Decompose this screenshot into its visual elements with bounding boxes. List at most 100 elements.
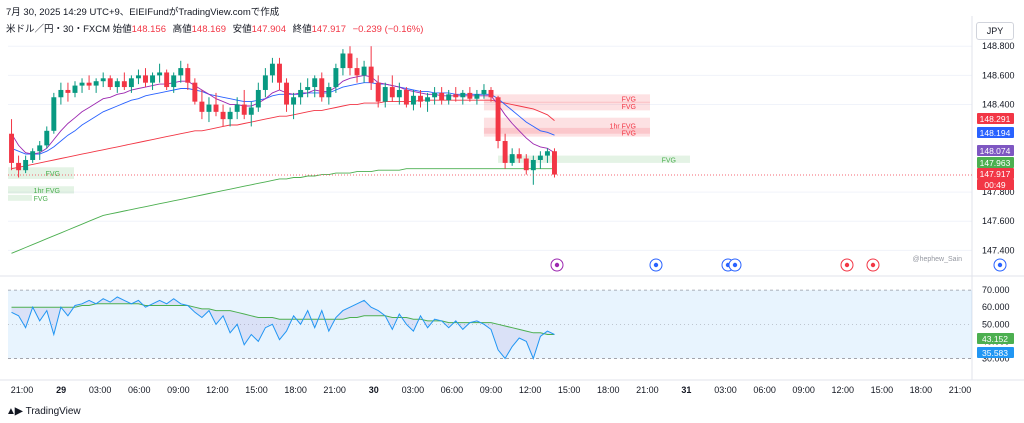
candle-body [502,141,508,163]
candle-body [121,81,127,88]
price-tick-label: 148.800 [982,41,1015,51]
fvg-label: FVG [622,97,636,104]
time-tick-label: 12:00 [831,385,854,395]
us-flag-event-icon-dot [653,262,659,268]
fvg-zone [483,127,650,137]
rsi-ma-line [11,303,555,335]
tradingview-logo[interactable]: ▲▶ TradingView [6,406,81,417]
fvg-zone [8,194,32,201]
candle-body [340,53,346,69]
time-tick-label: 31 [681,385,691,395]
candle-body [37,145,43,152]
candle-body [16,162,22,171]
candle-body [481,89,487,95]
time-tick-label: 30 [369,385,379,395]
candle-body [79,82,85,86]
candle-body [164,72,170,88]
fvg-zone [483,94,650,104]
candle-body [319,78,325,98]
candle-body [432,92,438,98]
candle-body [93,81,99,86]
candle-body [453,94,459,98]
currency-selector[interactable]: JPY [976,22,1014,40]
rsi-value-label: 43.152 [982,334,1008,344]
candle-body [403,89,409,105]
candle-body [368,66,374,83]
candle-body [418,95,423,102]
time-tick-label: 09:00 [167,385,190,395]
price-label-bg [977,145,1014,156]
price-tick-label: 147.400 [982,245,1015,255]
time-tick-label: 12:00 [519,385,542,395]
candle-body [220,111,226,120]
rsi-tick-label: 70.000 [982,285,1010,295]
time-tick-label: 12:00 [206,385,229,395]
candles [9,46,557,185]
price-label: 147.963 [980,158,1011,168]
candle-body [241,104,247,115]
low-label: 安値 [232,24,252,35]
rsi-value-label: 35.583 [982,348,1008,358]
candle-body [213,104,219,112]
tradingview-mark-icon: ▲▶ [6,406,23,417]
candle-body [326,87,332,98]
symbol-name[interactable]: 米ドル／円・30・FXCM [6,24,110,35]
ema-long-green-line [11,168,555,254]
change-value: −0.239 (−0.16%) [352,24,424,35]
lightning-event-icon-dot [554,262,560,268]
candle-body [347,53,353,69]
candle-body [30,151,36,160]
candle-body [86,82,92,86]
time-tick-label: 06:00 [441,385,464,395]
candle-body [537,155,543,160]
time-tick-label: 03:00 [89,385,112,395]
candle-body [509,154,515,163]
candle-body [185,68,191,83]
candle-body [291,97,297,105]
fvg-label: FVG [46,171,60,178]
candle-body [354,68,360,76]
candle-body [361,66,367,76]
time-tick-label: 03:00 [714,385,737,395]
time-tick-label: 18:00 [284,385,307,395]
candle-body [446,94,452,101]
candle-body [178,68,184,76]
candle-body [439,92,445,101]
candle-body [192,82,198,102]
time-tick-label: 06:00 [128,385,151,395]
candle-body [467,92,473,99]
rsi-value-bg [977,347,1014,358]
candle-body [114,81,120,88]
fvg-label: FVG [622,130,636,137]
price-tick-label: 147.800 [982,187,1015,197]
candle-body [199,101,205,112]
candle-body [107,78,113,88]
time-tick-label: 15:00 [871,385,894,395]
candle-body [382,87,388,102]
candle-body [72,85,78,93]
open-value: 148.156 [131,24,166,35]
price-label-bg [977,113,1014,124]
candle-body [488,89,494,98]
candle-body [255,89,261,108]
tradingview-brand: TradingView [25,406,81,417]
time-tick-label: 29 [56,385,66,395]
high-label: 高値 [172,24,192,35]
rsi-tick-label: 30.000 [982,353,1010,363]
candle-body [65,89,71,93]
us-flag-event-icon-dot [997,262,1003,268]
fvg-zone [498,155,690,163]
ema-slow-red-line [11,99,555,170]
candle-body [375,82,381,102]
rsi-tick-label: 60.000 [982,302,1010,312]
candle-body [523,158,529,171]
open-label: 始値 [112,24,132,35]
fvg-label: 1hr FVG [34,188,60,195]
candle-body [262,75,268,90]
time-tick-label: 21:00 [11,385,34,395]
candle-body [410,95,416,105]
price-tick-label: 148.400 [982,100,1015,110]
grid-lines [8,45,972,251]
candle-body [516,154,522,159]
